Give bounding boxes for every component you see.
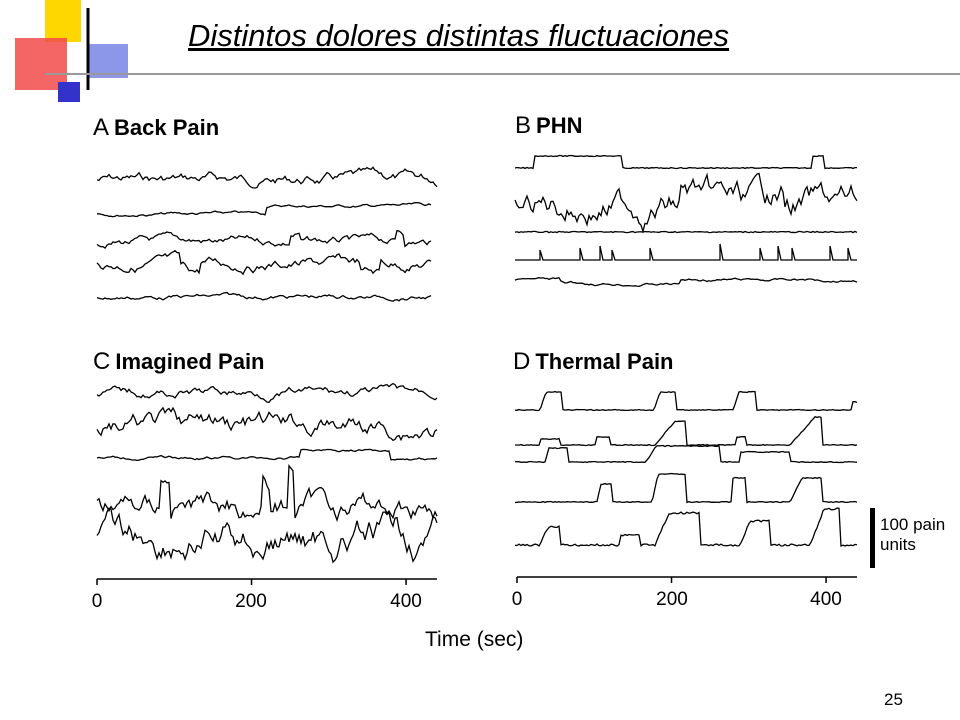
panel-d-label: D Thermal Pain [513,348,674,376]
panel-b-title: PHN [536,113,583,138]
panel-d-letter: D [513,348,531,375]
scale-bar [870,508,875,568]
scale-bar-label-line2: units [880,535,916,554]
panel-c-letter: C [93,348,111,375]
trace-b-4 [515,243,857,261]
page-number: 25 [884,690,903,709]
trace-a-3 [96,229,432,250]
logo-blue-block [58,82,80,102]
trace-c-5 [96,507,438,564]
trace-c-4 [96,464,438,523]
panel-b-label: B PHN [515,112,582,140]
trace-c-1 [96,382,438,403]
trace-a-1 [96,166,438,189]
scale-bar-label: 100 pain units [880,515,945,555]
trace-c-2 [96,406,438,442]
tick-label-right-0: 0 [511,589,523,610]
panel-a-letter: A [93,114,110,141]
trace-a-5 [96,291,432,302]
trace-c-3 [96,448,438,462]
trace-b-1 [514,154,857,170]
slide-title: Distintos dolores distintas fluctuacione… [188,18,730,53]
logo-yellow-block [45,0,81,42]
trace-a-2 [97,201,432,218]
trace-a-4 [96,249,432,276]
x-axis-label: Time (sec) [425,628,524,651]
trace-d-1 [514,390,858,412]
trace-d-2 [515,416,858,447]
panel-c-title: Imagined Pain [115,349,265,374]
panel-c-label: C Imagined Pain [93,348,265,376]
tick-label-left-400: 400 [390,591,422,612]
logo-lightblue-block [88,44,128,78]
trace-b-5 [514,276,858,287]
panel-b-letter: B [515,112,532,139]
trace-d-4 [514,472,858,504]
trace-d-5 [514,507,858,547]
panel-a-title: Back Pain [114,115,220,140]
scale-bar-label-line1: 100 pain [880,515,946,534]
tick-label-right-400: 400 [810,589,842,610]
tick-label-left-200: 200 [235,591,267,612]
panel-a-label: A Back Pain [93,114,219,142]
logo-red-block [15,38,67,90]
tick-label-left-0: 0 [91,591,103,612]
tick-label-right-200: 200 [656,589,688,610]
panel-d-title: Thermal Pain [535,349,674,374]
trace-b-2 [514,172,858,234]
trace-d-3 [514,444,858,464]
trace-b-3 [514,230,858,234]
